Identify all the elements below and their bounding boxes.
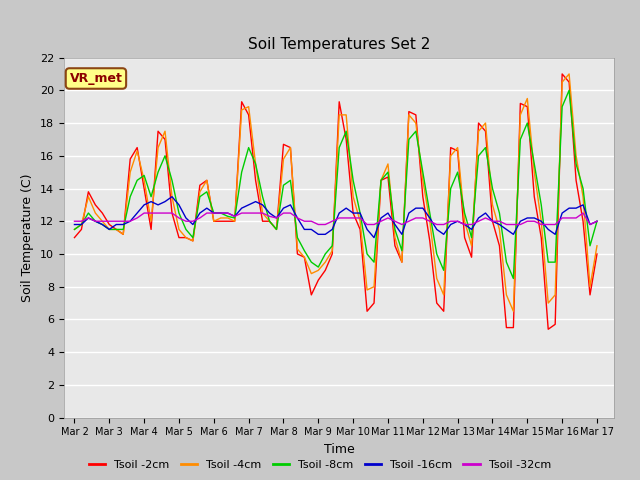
Tsoil -32cm <box>70 218 78 224</box>
Line: Tsoil -2cm: Tsoil -2cm <box>74 74 597 329</box>
Line: Tsoil -8cm: Tsoil -8cm <box>74 90 597 278</box>
Tsoil -8cm <box>70 227 78 232</box>
Text: VR_met: VR_met <box>70 72 122 85</box>
Tsoil -16cm <box>419 205 427 211</box>
Tsoil -2cm <box>593 251 601 257</box>
Tsoil -8cm <box>252 161 259 167</box>
Tsoil -2cm <box>545 326 552 332</box>
Line: Tsoil -4cm: Tsoil -4cm <box>74 74 597 311</box>
Tsoil -4cm <box>120 231 127 237</box>
Tsoil -16cm <box>502 227 510 232</box>
Tsoil -32cm <box>419 215 427 221</box>
Tsoil -4cm <box>252 161 259 167</box>
Title: Soil Temperatures Set 2: Soil Temperatures Set 2 <box>248 37 430 52</box>
Tsoil -32cm <box>433 222 440 228</box>
Tsoil -32cm <box>140 210 148 216</box>
Tsoil -16cm <box>168 194 176 200</box>
Tsoil -4cm <box>488 202 496 208</box>
Tsoil -8cm <box>488 186 496 192</box>
Tsoil -2cm <box>488 218 496 224</box>
Tsoil -4cm <box>70 227 78 232</box>
Tsoil -16cm <box>70 222 78 228</box>
Tsoil -16cm <box>433 227 440 232</box>
Tsoil -32cm <box>593 218 601 224</box>
Tsoil -2cm <box>252 178 259 183</box>
Tsoil -16cm <box>349 210 357 216</box>
Tsoil -4cm <box>509 308 517 314</box>
Tsoil -32cm <box>120 218 127 224</box>
Tsoil -2cm <box>120 231 127 237</box>
Tsoil -32cm <box>502 222 510 228</box>
Tsoil -8cm <box>405 136 413 142</box>
Tsoil -8cm <box>342 128 350 134</box>
Tsoil -4cm <box>593 243 601 249</box>
Tsoil -2cm <box>342 136 350 142</box>
Tsoil -16cm <box>120 222 127 228</box>
Tsoil -8cm <box>509 276 517 281</box>
Tsoil -8cm <box>419 169 427 175</box>
Tsoil -32cm <box>314 222 322 228</box>
Line: Tsoil -16cm: Tsoil -16cm <box>74 197 597 238</box>
Legend: Tsoil -2cm, Tsoil -4cm, Tsoil -8cm, Tsoil -16cm, Tsoil -32cm: Tsoil -2cm, Tsoil -4cm, Tsoil -8cm, Tsoi… <box>84 456 556 474</box>
Tsoil -8cm <box>120 227 127 232</box>
Tsoil -2cm <box>70 235 78 240</box>
Tsoil -4cm <box>342 112 350 118</box>
Tsoil -8cm <box>565 87 573 93</box>
Tsoil -2cm <box>405 109 413 115</box>
Tsoil -16cm <box>370 235 378 240</box>
Tsoil -4cm <box>405 112 413 118</box>
Tsoil -32cm <box>259 210 266 216</box>
X-axis label: Time: Time <box>324 443 355 456</box>
Tsoil -4cm <box>565 71 573 77</box>
Tsoil -2cm <box>558 71 566 77</box>
Tsoil -8cm <box>593 218 601 224</box>
Y-axis label: Soil Temperature (C): Soil Temperature (C) <box>22 173 35 302</box>
Tsoil -16cm <box>259 202 266 208</box>
Tsoil -32cm <box>356 215 364 221</box>
Tsoil -16cm <box>593 218 601 224</box>
Tsoil -4cm <box>419 178 427 183</box>
Line: Tsoil -32cm: Tsoil -32cm <box>74 213 597 225</box>
Tsoil -2cm <box>419 194 427 200</box>
